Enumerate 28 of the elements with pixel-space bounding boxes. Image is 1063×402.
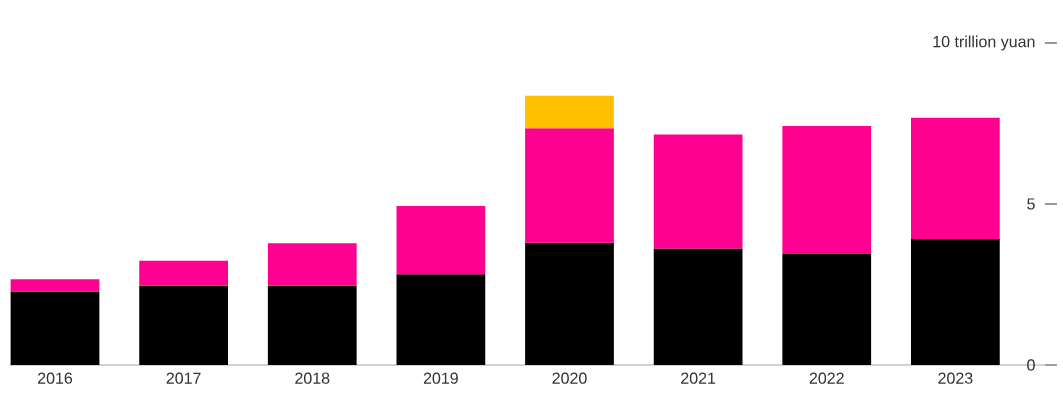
x-tick-label: 2022: [809, 372, 844, 384]
bar: [653, 248, 743, 365]
y-tick-label: 0: [1027, 359, 1035, 371]
x-tick-label: 2020: [552, 372, 587, 384]
x-tick-label: 2018: [295, 372, 330, 384]
bar: [653, 134, 743, 249]
bar: [10, 291, 100, 365]
x-tick-label: 2023: [938, 372, 973, 384]
bar: [396, 274, 486, 365]
bar: [910, 117, 1000, 240]
x-tick-label: 2017: [166, 372, 201, 384]
y-tick-label: 5: [1027, 198, 1035, 210]
x-tick-label: 2021: [681, 372, 716, 384]
bar: [10, 279, 100, 292]
bar: [267, 243, 357, 286]
x-tick-label: 2019: [423, 372, 458, 384]
bar: [396, 205, 486, 275]
bar: [782, 253, 872, 365]
bar: [525, 242, 614, 365]
bar: [139, 260, 228, 286]
bar: [782, 126, 872, 254]
x-tick-label: 2016: [38, 372, 73, 384]
bar: [267, 285, 357, 365]
bar: [910, 239, 1000, 365]
bar: [525, 128, 614, 243]
bar: [525, 95, 614, 129]
y-tick-label: 10 trillion yuan: [933, 35, 1035, 51]
bar: [139, 285, 228, 365]
